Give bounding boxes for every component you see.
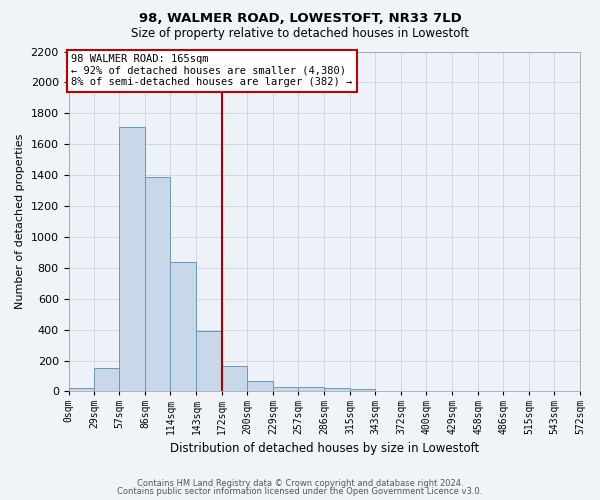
Bar <box>196 331 223 392</box>
Bar <box>145 176 170 392</box>
Bar <box>298 387 324 392</box>
Text: 98, WALMER ROAD, LOWESTOFT, NR33 7LD: 98, WALMER ROAD, LOWESTOFT, NR33 7LD <box>139 12 461 26</box>
Text: Size of property relative to detached houses in Lowestoft: Size of property relative to detached ho… <box>131 28 469 40</box>
Bar <box>247 382 273 392</box>
Text: Contains public sector information licensed under the Open Government Licence v3: Contains public sector information licen… <box>118 487 482 496</box>
Bar <box>170 262 196 392</box>
Bar <box>68 388 94 392</box>
Bar <box>94 368 119 392</box>
Bar <box>119 127 145 392</box>
Bar <box>273 387 298 392</box>
Y-axis label: Number of detached properties: Number of detached properties <box>15 134 25 309</box>
Text: 98 WALMER ROAD: 165sqm
← 92% of detached houses are smaller (4,380)
8% of semi-d: 98 WALMER ROAD: 165sqm ← 92% of detached… <box>71 54 353 88</box>
Bar <box>350 389 375 392</box>
Bar <box>375 390 401 392</box>
Bar <box>324 388 350 392</box>
X-axis label: Distribution of detached houses by size in Lowestoft: Distribution of detached houses by size … <box>170 442 479 455</box>
Text: Contains HM Land Registry data © Crown copyright and database right 2024.: Contains HM Land Registry data © Crown c… <box>137 478 463 488</box>
Bar <box>223 366 247 392</box>
